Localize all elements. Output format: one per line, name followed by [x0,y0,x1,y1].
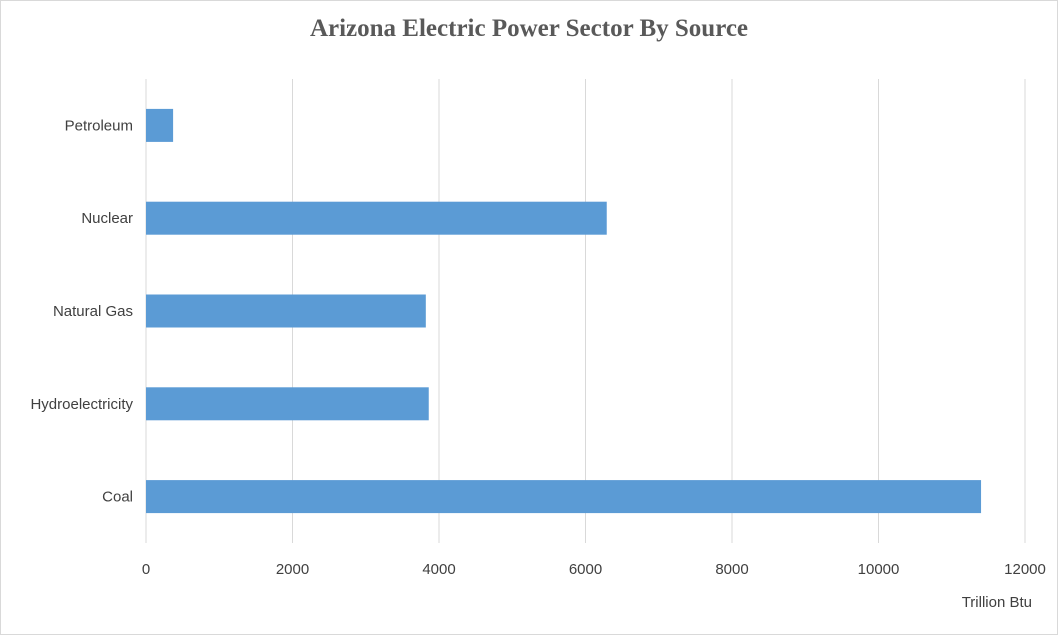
x-axis-title: Trillion Btu [962,594,1032,611]
x-tick-label: 10000 [858,561,900,578]
y-category-label: Petroleum [65,117,133,134]
x-tick-label: 12000 [1004,561,1046,578]
bar-coal [146,480,982,514]
y-category-label: Nuclear [81,210,133,227]
x-tick-label: 0 [142,561,150,578]
y-category-label: Coal [102,489,133,506]
chart-title: Arizona Electric Power Sector By Source [309,15,749,42]
x-tick-label: 2000 [276,561,309,578]
bar-petroleum [146,108,174,142]
y-category-label: Hydroelectricity [30,396,133,413]
y-category-label: Natural Gas [53,303,133,320]
x-tick-label: 6000 [569,561,602,578]
x-tick-label: 4000 [422,561,455,578]
bar-nuclear [146,201,607,235]
bar-hydroelectricity [146,387,429,421]
x-tick-label: 8000 [715,561,748,578]
bar-natural-gas [146,294,426,328]
